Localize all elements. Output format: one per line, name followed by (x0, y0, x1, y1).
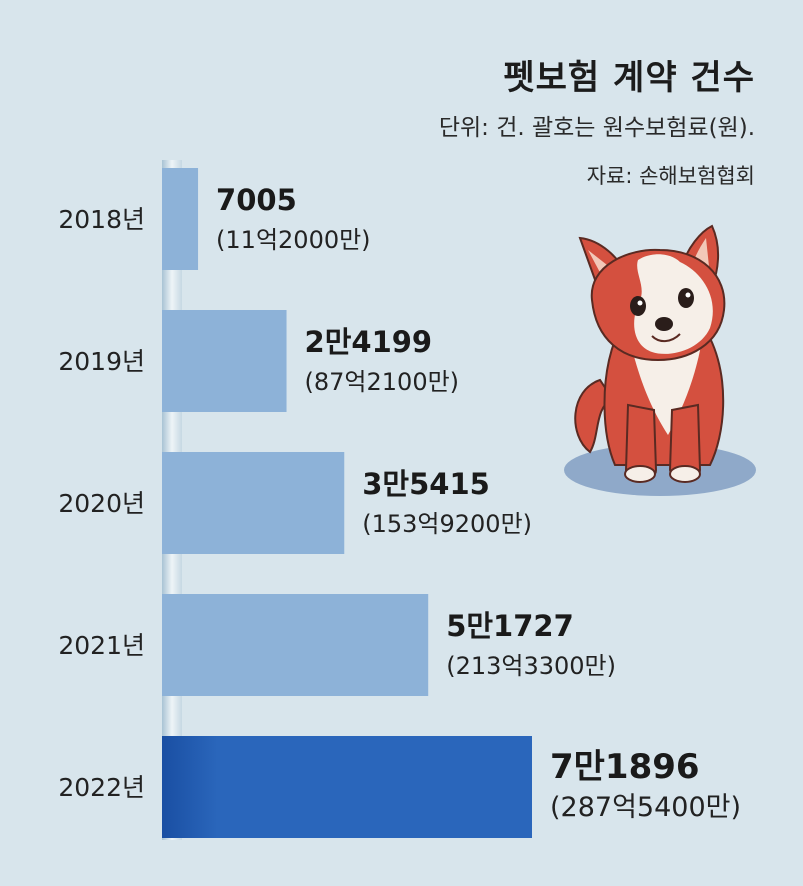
bar-4 (162, 736, 532, 838)
category-label: 2018년 (58, 205, 145, 234)
value-label: 7005 (216, 183, 297, 217)
premium-label: (11억2000만) (216, 226, 371, 254)
dog-illustration (564, 224, 756, 496)
chart-title: 펫보험 계약 건수 (503, 58, 755, 98)
category-label: 2022년 (58, 773, 145, 802)
bar-2 (162, 452, 345, 554)
category-label: 2020년 (58, 489, 145, 518)
chart-subtitle: 단위: 건. 괄호는 원수보험료(원). (438, 115, 755, 141)
bar-3 (162, 594, 429, 696)
premium-label: (287억5400만) (550, 792, 741, 823)
value-label: 2만4199 (305, 325, 433, 359)
value-label: 3만5415 (362, 467, 490, 501)
chart-source: 자료: 손해보험협회 (586, 164, 755, 188)
bars-group: 2018년 7005 (11억2000만) 2019년 2만4199 (87억2100만)… (58, 168, 741, 838)
bar-1 (162, 310, 287, 412)
category-label: 2021년 (58, 631, 145, 660)
category-label: 2019년 (58, 347, 145, 376)
value-label: 7만1896 (550, 747, 700, 787)
premium-label: (213억3300만) (446, 652, 616, 680)
premium-label: (87억2100만) (305, 368, 460, 396)
premium-label: (153억9200만) (362, 510, 532, 538)
value-label: 5만1727 (446, 609, 574, 643)
bar-0 (162, 168, 199, 270)
